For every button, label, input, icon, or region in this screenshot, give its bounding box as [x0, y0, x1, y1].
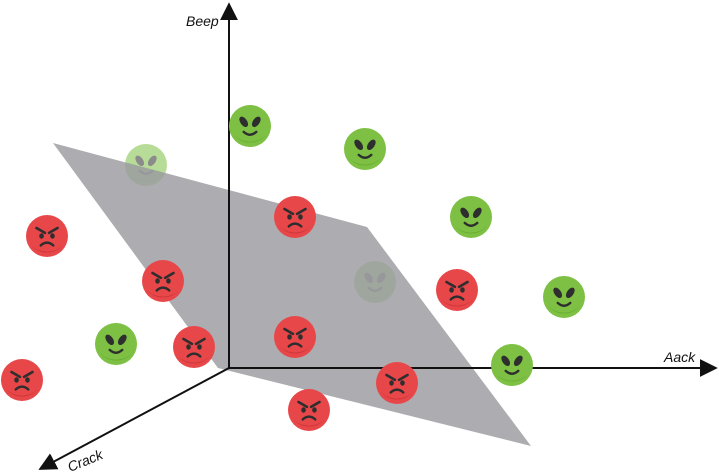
axes: [38, 2, 718, 470]
faces-in-front-of-plane: [1, 105, 585, 431]
angry-face-icon: [274, 316, 316, 358]
happy-alien-face-icon: [95, 323, 137, 365]
happy-alien-face-icon: [229, 105, 271, 147]
happy-alien-face-icon: [543, 276, 585, 318]
angry-face-icon: [436, 269, 478, 311]
happy-alien-face-icon: [344, 128, 386, 170]
z-axis-label: Crack: [65, 446, 106, 475]
angry-face-icon: [173, 326, 215, 368]
happy-alien-face-icon: [450, 196, 492, 238]
angry-face-icon: [142, 260, 184, 302]
x-axis-label: Aack: [663, 349, 696, 365]
happy-alien-face-icon: [491, 344, 533, 386]
angry-face-icon: [376, 362, 418, 404]
angry-face-icon: [274, 196, 316, 238]
angry-face-icon: [1, 359, 43, 401]
angry-face-icon: [26, 215, 68, 257]
y-axis-label: Beep: [186, 13, 219, 29]
angry-face-icon: [288, 389, 330, 431]
z-axis: [38, 367, 230, 470]
